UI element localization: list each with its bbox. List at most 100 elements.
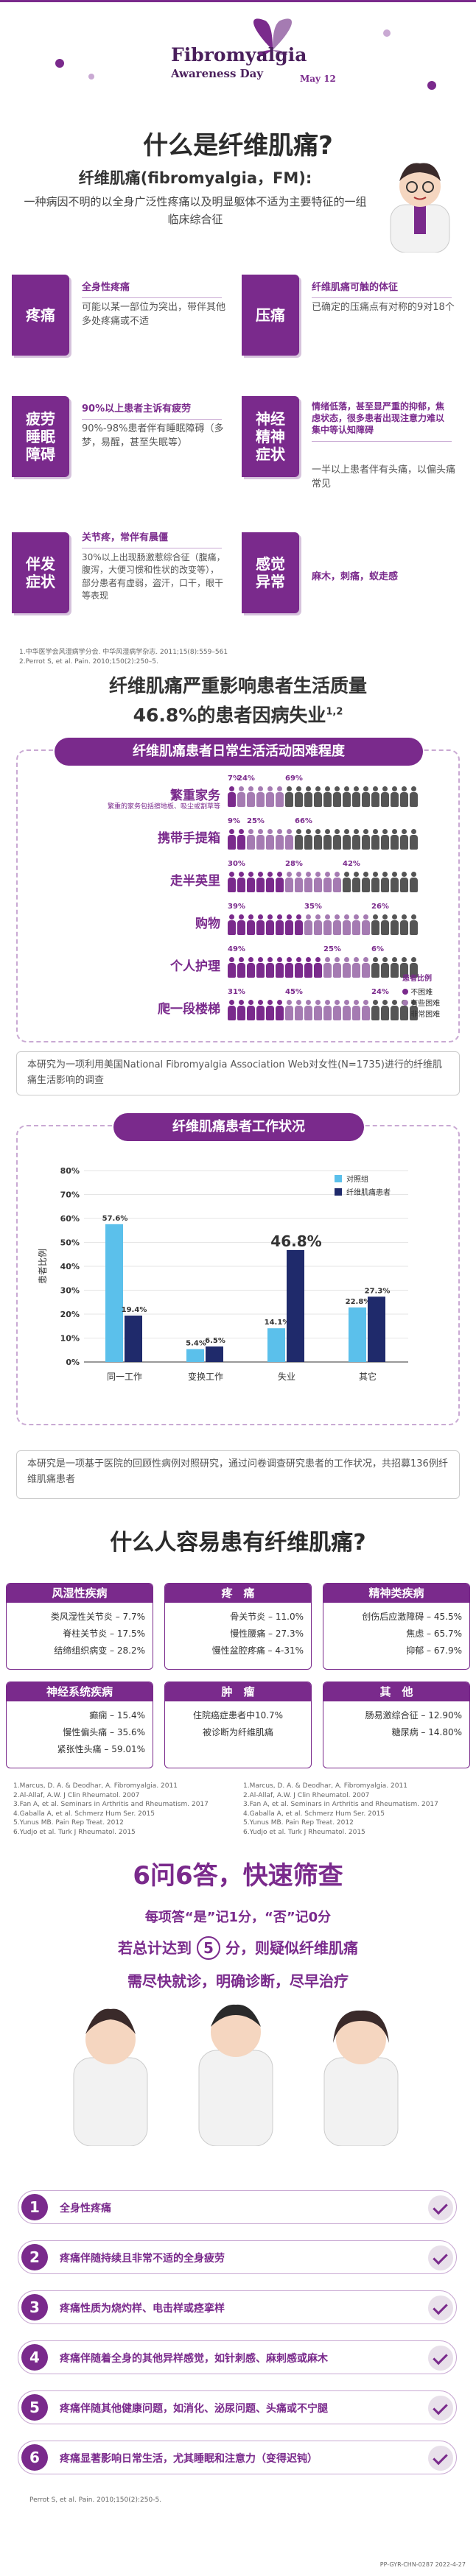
risk-item: 被诊断为纤维肌痛 <box>202 1726 273 1737</box>
symptom-card: 压痛 纤维肌痛可触的体征 已确定的压痛点有对称的9对18个 <box>242 261 464 372</box>
risk-item: 慢性腰痛 – 27.3% <box>230 1628 304 1639</box>
check-icon <box>428 2296 453 2321</box>
person-icon <box>304 786 312 807</box>
person-icon <box>410 829 418 850</box>
person-icon <box>391 957 399 978</box>
person-icon <box>352 786 360 807</box>
person-icon <box>295 1000 303 1020</box>
person-icon <box>362 1000 370 1020</box>
person-icon <box>391 1000 399 1020</box>
title-text: Fibromyalgia <box>171 44 307 66</box>
y-tick-label: 10% <box>60 1334 80 1344</box>
person-icon <box>285 1000 293 1020</box>
person-icon <box>323 829 332 850</box>
person-icon <box>247 957 255 978</box>
reference-item: 5.Yunus MB. Pain Rep Treat. 2012 <box>243 1819 354 1827</box>
person-icon <box>362 872 370 892</box>
symptom-card: 神经 精神 症状 情绪低落，甚至显严重的抑郁，焦虑状态，很多患者出现注意力难以集… <box>242 383 464 501</box>
person-icon <box>381 1000 389 1020</box>
awareness-title: Fibromyalgia Awareness Day May 12 <box>171 44 348 84</box>
person-icon <box>343 957 351 978</box>
person-icon <box>381 829 389 850</box>
person-icon <box>352 957 360 978</box>
term-text: 纤维肌痛(fibromyalgia，FM): <box>78 169 312 187</box>
data-label: 22.8% <box>346 1298 371 1306</box>
intro-section: 什么是纤维肌痛? 纤维肌痛(fibromyalgia，FM): 一种病因不明的以… <box>0 124 476 256</box>
person-icon <box>410 872 418 892</box>
symptom-title: 关节疼，常伴有晨僵 <box>82 525 222 548</box>
y-tick-label: 70% <box>60 1190 80 1200</box>
person-icon <box>295 914 303 935</box>
person-icon <box>247 872 255 892</box>
screening-question: 4 疼痛伴随着全身的其他异样感觉，如针刺感、麻刺感或麻木 <box>18 2340 457 2374</box>
legend-swatch <box>335 1188 342 1196</box>
risk-item: 类风湿性关节炎 – 7.7% <box>50 1612 145 1622</box>
person-icon <box>333 1000 341 1020</box>
risk-item: 慢性盆腔疼痛 – 4-31% <box>211 1645 304 1656</box>
symptom-label: 疲劳 睡眠 障碍 <box>12 396 69 477</box>
person-icon <box>333 914 341 935</box>
symptom-cards: 疼痛 全身性疼痛 可能以某一部位为突出，带伴其他多处疼痛或不适 压痛 纤维肌痛可… <box>0 261 476 648</box>
legend-item: 有些困难 <box>402 997 440 1008</box>
data-label: 5.4% <box>186 1339 206 1347</box>
bar <box>206 1346 223 1362</box>
risk-item: 肠易激综合征 – 12.90% <box>365 1710 462 1721</box>
risk-item: 骨关节炎 – 11.0% <box>230 1612 304 1622</box>
person-icon <box>362 914 370 935</box>
person-icon <box>266 872 274 892</box>
screening-section: 6问6答，快速筛查 每项答“是”记1分，“否”记0分 若总计达到 5 分，则疑似… <box>0 1855 476 2576</box>
person-icon <box>400 829 408 850</box>
intro-heading: 什么是纤维肌痛? <box>143 131 333 160</box>
activity-percent: 42% <box>343 860 360 868</box>
person-icon <box>295 786 303 807</box>
legend-item: 非常困难 <box>402 1008 440 1019</box>
risk-heading: 什么人容易患有纤维肌痛? <box>110 1530 366 1556</box>
risk-card-title: 疼 痛 <box>165 1584 311 1603</box>
activity-percent: 30% <box>228 860 245 868</box>
legend-label: 纤维肌痛患者 <box>346 1188 391 1197</box>
symptom-title: 情绪低落，甚至显严重的抑郁，焦虑状态，很多患者出现注意力难以集中等认知障碍 <box>312 396 452 442</box>
person-icon <box>352 914 360 935</box>
symptom-title: 90%以上患者主诉有疲劳 <box>82 396 222 420</box>
activity-percent: 24% <box>237 774 255 783</box>
activity-percent: 45% <box>285 988 303 996</box>
symptom-card: 感觉 异常 麻木，刺痛，蚁走感 <box>242 512 464 641</box>
activity-name: 购物 <box>195 917 220 931</box>
date-text: May 12 <box>300 74 336 84</box>
activity-percent: 9% <box>228 817 240 825</box>
person-icon <box>237 957 245 978</box>
activity-percent: 24% <box>371 988 389 996</box>
reference-item: 5.Yunus MB. Pain Rep Treat. 2012 <box>13 1819 124 1827</box>
reference-item: 6.Yudjo et al. Turk J Rheumatol. 2015 <box>13 1828 136 1836</box>
risk-card: 其 他肠易激综合征 – 12.90% 糖尿病 – 14.80% <box>323 1682 470 1768</box>
screening-question: 5 疼痛伴随其他健康问题，如消化、泌尿问题、头痛或不宁腿 <box>18 2390 457 2424</box>
check-icon <box>428 2245 453 2270</box>
person-icon <box>295 829 303 850</box>
risk-item: 焦虑 – 65.7% <box>406 1628 462 1639</box>
legend-label: 不困难 <box>410 989 433 997</box>
reference-item: 4.Gaballa A, et al. Schmerz Hum Ser. 201… <box>243 1810 385 1818</box>
person-icon <box>295 872 303 892</box>
person-icon <box>256 957 265 978</box>
risk-item: 紧张性头痛 – 59.01% <box>57 1743 145 1754</box>
person-icon <box>333 872 341 892</box>
data-label: 27.3% <box>365 1287 391 1295</box>
person-icon <box>371 786 379 807</box>
threshold-prefix: 若总计达到 <box>118 1939 192 1957</box>
person-icon <box>247 786 255 807</box>
reference-item: 2.Al-Allaf, A.W. J Clin Rheumatol. 2007 <box>13 1791 140 1799</box>
data-label: 19.4% <box>122 1306 147 1314</box>
person-icon <box>323 914 332 935</box>
deco-dot <box>383 29 391 37</box>
person-icon <box>323 786 332 807</box>
reference-item: 3.Fan A, et al. Seminars in Arthritis an… <box>243 1801 438 1809</box>
person-icon <box>304 914 312 935</box>
legend-label: 对照组 <box>346 1174 368 1184</box>
risk-item: 糖尿病 – 14.80% <box>391 1726 462 1737</box>
reference-item: 3.Fan A, et al. Seminars in Arthritis an… <box>13 1801 209 1809</box>
screening-heading: 6问6答，快速筛查 <box>133 1861 343 1891</box>
symptom-card: 疼痛 全身性疼痛 可能以某一部位为突出，带伴其他多处疼痛或不适 <box>12 261 234 372</box>
header: Fibromyalgia Awareness Day May 12 <box>0 0 476 125</box>
risk-card-title: 其 他 <box>323 1682 469 1701</box>
activity-row: 走半英里 30% 28% 42% <box>55 860 438 894</box>
